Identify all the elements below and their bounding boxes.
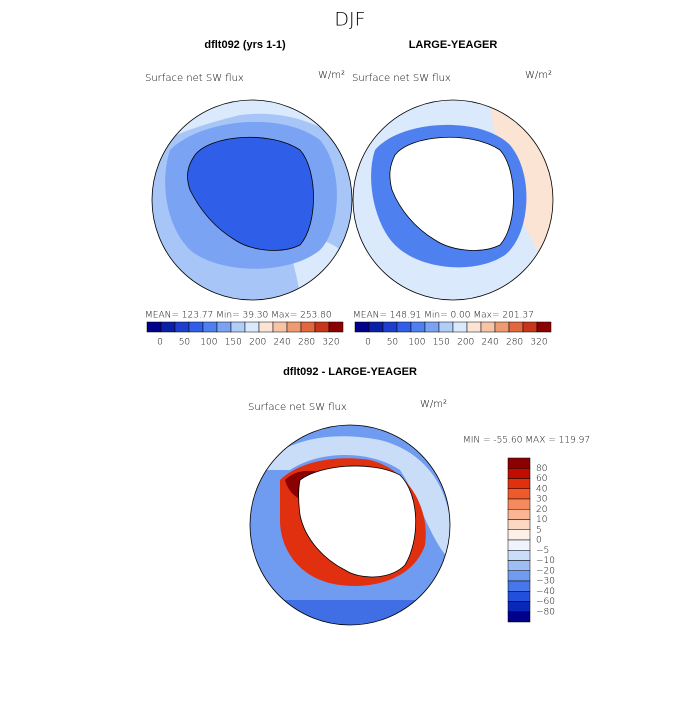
colorbar-label: 40 (536, 484, 547, 494)
colorbar-swatch (507, 601, 531, 612)
colorbar-label: 280 (298, 338, 315, 348)
colorbar-swatch (507, 611, 531, 623)
colorbar-swatch (202, 321, 218, 333)
colorbar-swatch (507, 570, 531, 582)
panel-title: LARGE-YEAGER (409, 39, 498, 51)
colorbar-label: 320 (530, 338, 547, 348)
colorbar-label: 200 (249, 338, 266, 348)
colorbar-label: 0 (365, 338, 371, 348)
colorbar-swatch (216, 321, 232, 333)
colorbar-label: 50 (179, 338, 190, 348)
colorbar-label: −5 (536, 546, 549, 556)
colorbar-swatch (507, 529, 531, 541)
colorbar-label: −20 (536, 566, 555, 576)
colorbar-swatch (382, 321, 398, 333)
colorbar-label: 80 (536, 464, 547, 474)
colorbar-swatch (522, 321, 538, 333)
colorbar-label: −60 (536, 597, 555, 607)
colorbar-label: 100 (200, 338, 217, 348)
colorbar-swatch (507, 498, 531, 510)
colorbar-label: −80 (536, 607, 555, 617)
stats-label: MEAN= 148.91 Min= 0.00 Max= 201.37 (353, 311, 534, 321)
colorbar-swatch (438, 321, 454, 333)
stats-label: MIN = -55.60 MAX = 119.97 (463, 436, 590, 446)
colorbar-label: 0 (536, 536, 542, 546)
units-label: W/m² (420, 399, 447, 410)
colorbar-swatch (507, 509, 531, 520)
colorbar-swatch (536, 321, 552, 333)
colorbar-swatch (328, 321, 344, 333)
colorbar-swatch (174, 321, 190, 333)
colorbar-label: 10 (536, 515, 547, 525)
colorbar-swatch (480, 321, 496, 333)
colorbar-label: −40 (536, 587, 555, 597)
variable-label: Surface net SW flux (145, 73, 244, 84)
panel-title: dflt092 - LARGE-YEAGER (283, 366, 417, 378)
colorbar-label: 150 (433, 338, 450, 348)
colorbar-label: 20 (536, 505, 547, 515)
colorbar-swatch (230, 321, 246, 333)
panel-title: dflt092 (yrs 1-1) (204, 39, 286, 51)
colorbar-label: 320 (322, 338, 339, 348)
colorbar-label: 30 (536, 495, 547, 505)
colorbar-label: 280 (506, 338, 523, 348)
stats-label: MEAN= 123.77 Min= 39.30 Max= 253.80 (145, 311, 332, 321)
colorbar-swatch (396, 321, 412, 333)
colorbar-swatch (188, 321, 204, 333)
map (250, 425, 450, 625)
map (353, 100, 553, 300)
colorbar-swatch (160, 321, 176, 333)
colorbar-label: 60 (536, 474, 547, 484)
colorbar-label: 240 (482, 338, 499, 348)
colorbar-swatch (410, 321, 426, 333)
colorbar-swatch (244, 321, 260, 333)
colorbar-swatch (507, 539, 531, 551)
colorbar-label: 150 (225, 338, 242, 348)
colorbar-swatch (272, 321, 288, 333)
colorbar-label: 5 (536, 525, 542, 535)
colorbar-label: 240 (274, 338, 291, 348)
colorbar-swatch (452, 321, 468, 333)
figure-title: DJF (334, 9, 365, 31)
units-label: W/m² (525, 70, 552, 81)
colorbar-swatch (424, 321, 440, 333)
colorbar-swatch (507, 580, 531, 592)
colorbar-swatch (507, 550, 531, 561)
colorbar-label: −30 (536, 577, 555, 587)
colorbar-swatch (508, 321, 524, 333)
colorbar-swatch (146, 321, 162, 333)
colorbar-swatch (258, 321, 274, 333)
variable-label: Surface net SW flux (248, 402, 347, 413)
colorbar-swatch (507, 488, 531, 500)
colorbar-swatch (354, 321, 370, 333)
colorbar-swatch (507, 560, 531, 571)
variable-label: Surface net SW flux (352, 73, 451, 84)
units-label: W/m² (318, 70, 345, 81)
colorbar-swatch (300, 321, 316, 333)
colorbar-swatch (286, 321, 302, 333)
colorbar-swatch (494, 321, 510, 333)
colorbar-swatch (507, 468, 531, 479)
colorbar-swatch (507, 519, 531, 530)
map (152, 100, 352, 300)
colorbar-swatch (314, 321, 330, 333)
colorbar-swatch (466, 321, 482, 333)
colorbar-swatch (507, 478, 531, 489)
colorbar-label: 200 (457, 338, 474, 348)
colorbar-label: −10 (536, 556, 555, 566)
colorbar-label: 100 (408, 338, 425, 348)
colorbar-swatch (507, 457, 531, 469)
colorbar-label: 50 (387, 338, 398, 348)
colorbar-swatch (368, 321, 384, 333)
colorbar-label: 0 (157, 338, 163, 348)
colorbar-swatch (507, 591, 531, 602)
